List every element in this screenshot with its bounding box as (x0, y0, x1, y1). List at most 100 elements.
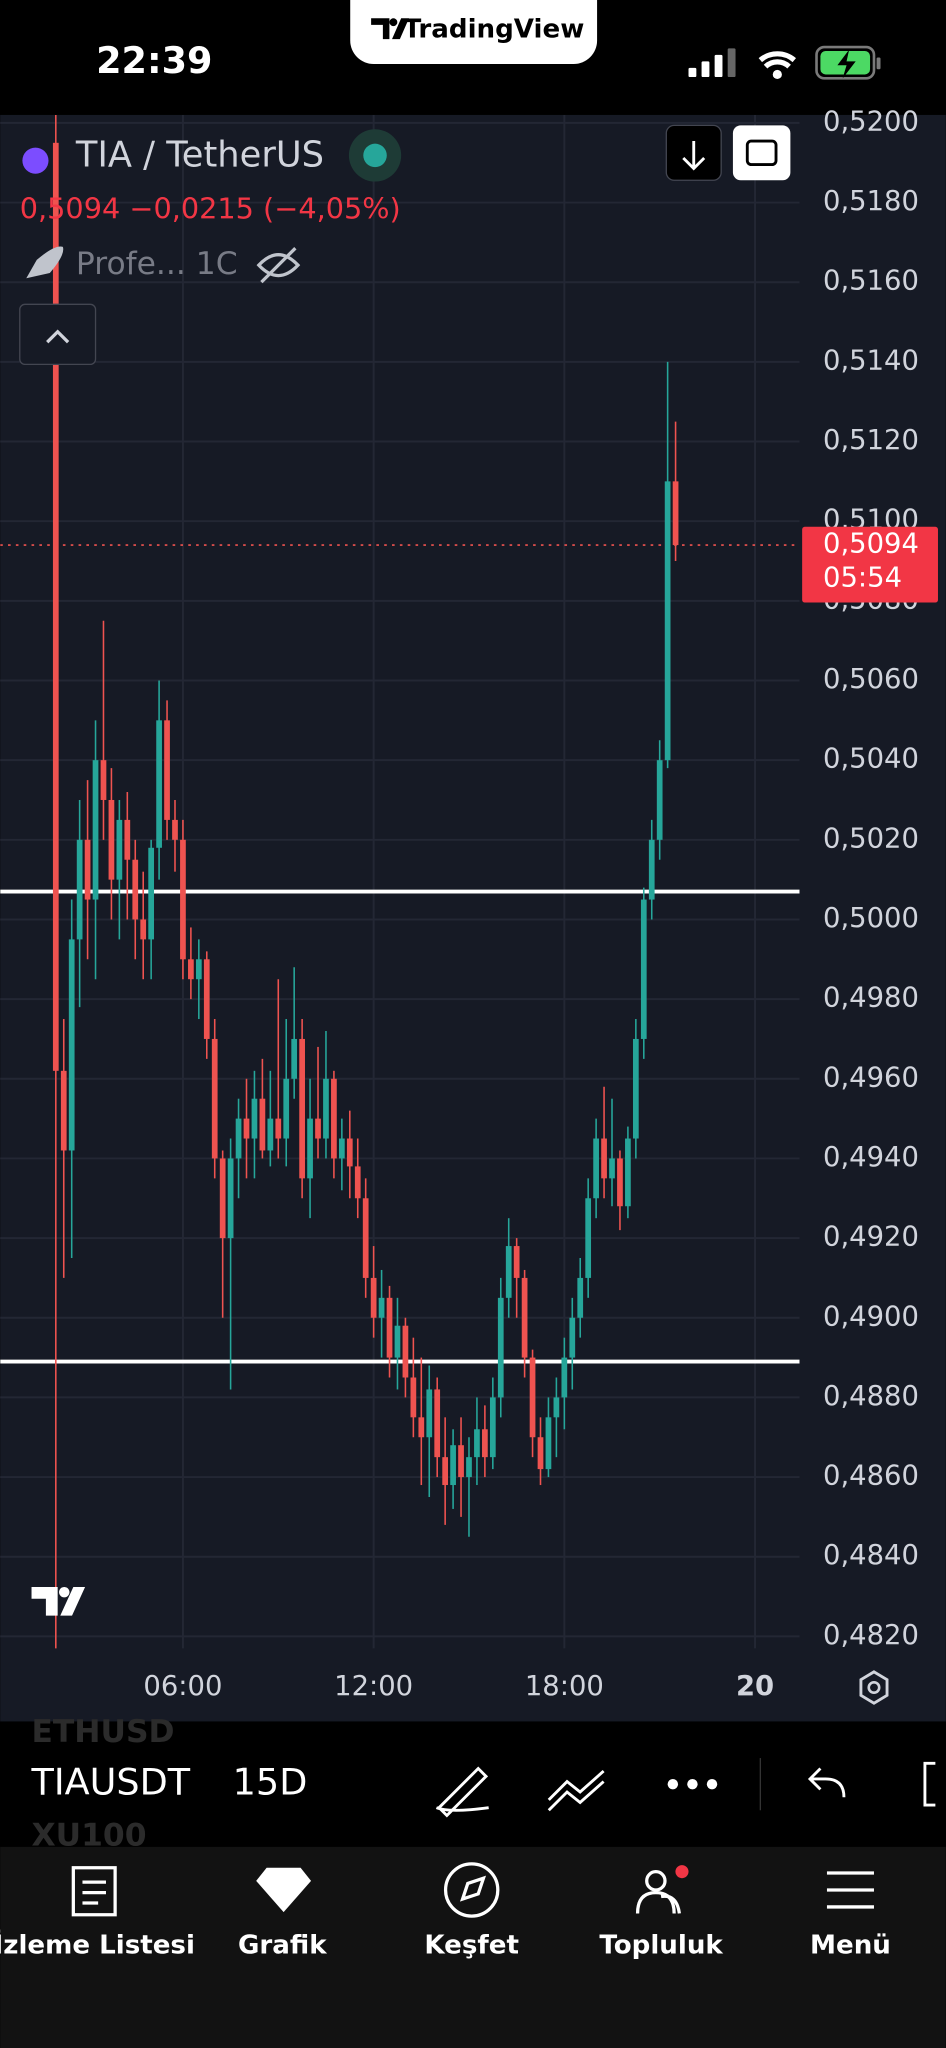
chart-bg (0, 114, 946, 1722)
candle-body (664, 481, 671, 761)
candle-body (180, 839, 186, 960)
price-change: 0,5094 −0,0215 (−4,05%) (20, 191, 401, 225)
y-tick-label: 0,5120 (823, 425, 919, 456)
nav-label[interactable]: Menü (810, 1931, 891, 1961)
y-tick-label: 0,4820 (823, 1620, 919, 1651)
candle-body (545, 1417, 552, 1470)
candle-body (474, 1429, 480, 1458)
fullscreen-tool[interactable] (923, 1761, 936, 1807)
symbol-title: TIA / TetherUS (75, 135, 324, 176)
coin-icon (22, 147, 49, 174)
visibility-toggle[interactable] (256, 247, 301, 284)
candle-body (656, 760, 663, 840)
candle-body (442, 1457, 449, 1486)
more-tool[interactable] (667, 1778, 718, 1790)
candle-body (76, 839, 83, 940)
candle-body (108, 799, 115, 880)
y-tick-label: 0,5180 (823, 186, 919, 217)
candle-body (132, 859, 139, 920)
candle-body (513, 1246, 520, 1278)
candle-body (124, 819, 131, 860)
indicator-icon (26, 246, 64, 279)
y-tick-label: 0,5020 (823, 823, 919, 854)
y-tick-label: 0,4900 (823, 1301, 919, 1332)
candle-body (640, 899, 647, 1039)
undo-tool[interactable] (807, 1767, 846, 1798)
y-tick-label: 0,5000 (823, 903, 919, 934)
candle-body (609, 1158, 615, 1179)
interval[interactable]: 15D (233, 1761, 308, 1804)
candle-body (219, 1158, 226, 1239)
settings-icon-center (867, 1680, 881, 1695)
indicator-name: Profe... 1C (76, 246, 238, 282)
candle-body (378, 1297, 385, 1318)
nav-label[interactable]: İzleme Listesi (0, 1929, 195, 1961)
y-tick-label: 0,4880 (823, 1381, 919, 1412)
candle-body (585, 1198, 592, 1278)
candle-body (259, 1098, 266, 1151)
candle-body (410, 1377, 417, 1418)
prev-symbol: ETHUSD (32, 1714, 175, 1750)
candle-body (148, 847, 155, 940)
toolbar-symbol[interactable]: TIAUSDT (31, 1761, 191, 1804)
nav-icon-chart (256, 1867, 312, 1913)
settings-icon[interactable] (859, 1670, 889, 1705)
candle-body (577, 1277, 584, 1318)
nav-label[interactable]: Topluluk (599, 1931, 723, 1961)
candle-body (450, 1445, 456, 1486)
candle-body (370, 1277, 377, 1318)
y-tick-label: 0,4960 (823, 1062, 919, 1093)
candle-body (386, 1297, 393, 1358)
nav-label[interactable]: Keşfet (424, 1931, 519, 1961)
symbol-wrap: TIAUSDT (31, 1761, 191, 1804)
candle-body (672, 481, 679, 546)
clock: 22:39 (96, 39, 212, 82)
download-icon (682, 141, 706, 171)
nav-icon-explore (443, 1862, 500, 1918)
candle-body (315, 1118, 321, 1139)
nav-icon-explore-needle (459, 1875, 487, 1902)
replay-button[interactable] (732, 125, 791, 181)
candle-body (299, 1038, 305, 1179)
app-badge (350, 0, 598, 64)
nav-icon-menu (826, 1871, 874, 1909)
nav-icon-community-head (645, 1870, 667, 1892)
candle-body (593, 1138, 599, 1199)
candle-body (482, 1429, 488, 1458)
candle-body (92, 760, 99, 900)
candle-body (307, 1118, 313, 1179)
candle-body (84, 839, 91, 900)
candle-body (211, 1038, 218, 1159)
status-dot (363, 143, 387, 168)
candle-body (140, 919, 147, 940)
last-price-tag (802, 526, 938, 603)
indicator-tool[interactable] (547, 1770, 605, 1812)
nav-label[interactable]: Grafik (238, 1931, 327, 1961)
candle-body (489, 1397, 496, 1458)
nav: İzleme Listesi Grafik Keşfet Topluluk Menü (0, 1929, 891, 1961)
candle-body (188, 959, 194, 980)
app-name: TradingView (403, 15, 584, 45)
candle-body (632, 1038, 639, 1139)
candle-body (569, 1317, 576, 1358)
candle-body (338, 1138, 345, 1159)
x-tick-label: 06:00 (143, 1671, 222, 1702)
collapse-button[interactable] (19, 303, 97, 366)
candle-body (529, 1357, 536, 1438)
x-tick-label: 20 (736, 1671, 774, 1702)
candle-body (346, 1138, 353, 1167)
candle-body (203, 959, 210, 1039)
candle-body (561, 1357, 568, 1398)
x-tick-label: 12:00 (334, 1671, 413, 1702)
axes: 0,4820 0,4840 0,4860 0,4880 0,4900 0,4920 0,49… (143, 106, 938, 1702)
y-tick-label: 0,4980 (823, 983, 919, 1014)
candle-body (251, 1098, 258, 1139)
candle-body (601, 1138, 607, 1179)
candle-body (195, 959, 202, 980)
collapse-icon (46, 329, 70, 344)
draw-tool[interactable] (435, 1766, 489, 1818)
candle-body (537, 1437, 544, 1470)
candle-body (625, 1138, 631, 1207)
